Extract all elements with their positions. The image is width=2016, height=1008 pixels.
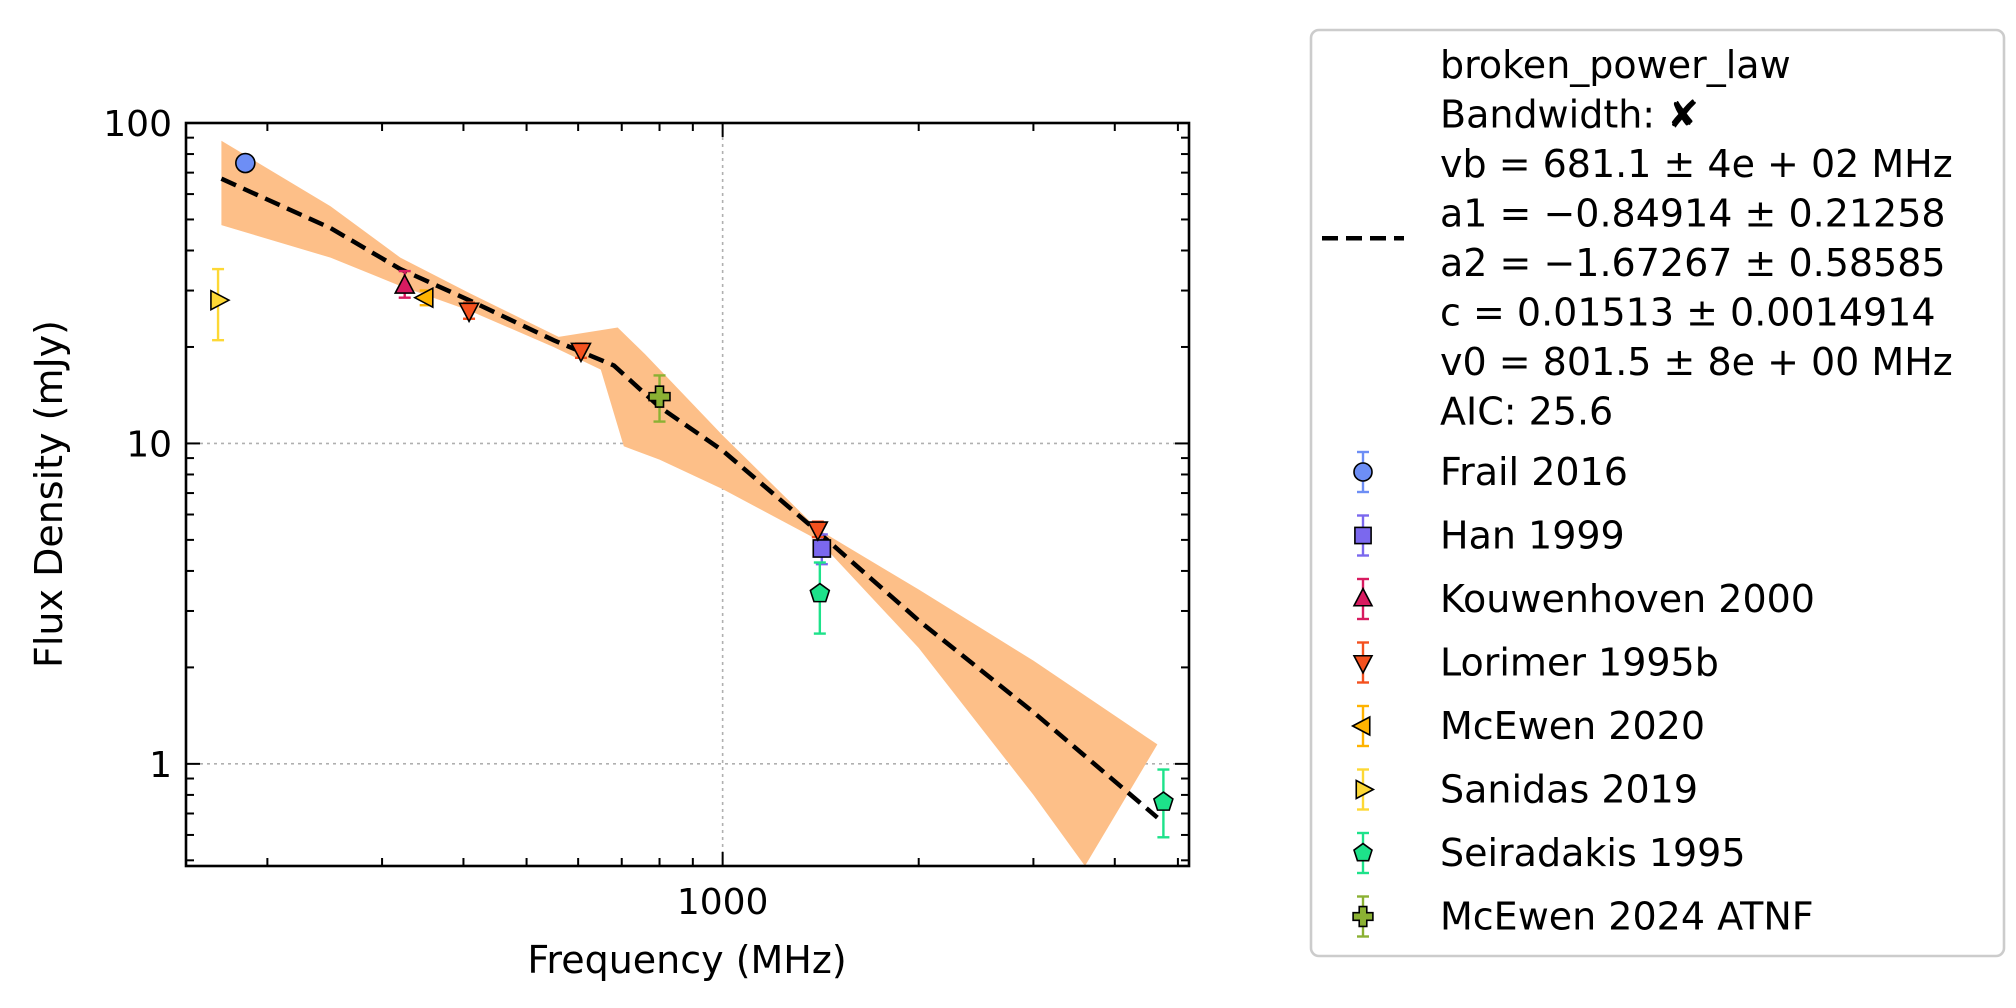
- legend-label: Lorimer 1995b: [1440, 641, 1719, 685]
- legend-label: Han 1999: [1440, 514, 1625, 558]
- data-point: [458, 302, 480, 324]
- y-tick-label: 100: [103, 104, 172, 145]
- legend-label: McEwen 2020: [1440, 704, 1705, 748]
- legend-marker: [1353, 842, 1373, 862]
- legend-fit-entry: broken_power_law Bandwidth: ✘ vb = 681.1 ±…: [1322, 43, 1953, 434]
- legend-label: Seiradakis 1995: [1440, 831, 1746, 875]
- legend-label: Kouwenhoven 2000: [1440, 577, 1815, 621]
- legend-entry: Sanidas 2019: [1355, 768, 1698, 812]
- fit-uncertainty-band: [221, 140, 1158, 866]
- data-point: [809, 582, 831, 603]
- legend-marker: [1352, 905, 1374, 928]
- data-point: [413, 286, 434, 309]
- data-point: [235, 152, 256, 174]
- legend-marker: [1353, 462, 1373, 482]
- plot-frame: [184, 121, 1191, 868]
- data-point: [812, 539, 832, 558]
- data-point: [1152, 791, 1174, 811]
- x-tick-label: 1000: [677, 882, 769, 923]
- fit-band-layer: [221, 140, 1158, 866]
- legend-marker: [1354, 526, 1372, 545]
- legend-entry: Kouwenhoven 2000: [1352, 577, 1815, 621]
- fit-line: [220, 176, 1159, 820]
- legend-box: [1309, 28, 2006, 958]
- legend-series-entries: Frail 2016 Han 1999 Kouwenhoven 2000 Lorime…: [1350, 450, 1815, 939]
- legend-label: Frail 2016: [1440, 450, 1628, 494]
- series-sanidas-2019: [210, 267, 231, 342]
- legend-label: Sanidas 2019: [1440, 768, 1698, 812]
- legend-fit-line: a1 = −0.84914 ± 0.21258: [1440, 192, 1946, 236]
- series-frail-2016: [235, 152, 256, 174]
- legend-entry: McEwen 2020: [1350, 704, 1705, 748]
- data-point: [393, 273, 416, 294]
- y-tick-label: 10: [126, 424, 172, 465]
- legend-entry: Frail 2016: [1353, 450, 1628, 494]
- x-axis-label: Frequency (MHz): [527, 938, 846, 982]
- y-axis-label: Flux Density (mJy): [27, 320, 71, 668]
- series-kouwenhoven-2000: [393, 269, 416, 299]
- legend-fit-line: a2 = −1.67267 ± 0.58585: [1440, 241, 1946, 285]
- axes-layer: [184, 121, 1191, 868]
- series-lorimer-1995b: [458, 301, 829, 542]
- legend-marker: [1355, 779, 1376, 800]
- legend-label: McEwen 2024 ATNF: [1440, 895, 1814, 939]
- legend-fit-line: broken_power_law: [1440, 43, 1791, 87]
- y-tick-label: 1: [149, 745, 172, 786]
- legend-entry: Seiradakis 1995: [1353, 831, 1746, 875]
- legend-marker: [1352, 654, 1374, 675]
- data-point: [648, 385, 671, 408]
- ticks-layer: 1000 1 10 100: [103, 104, 1189, 923]
- series-mcewen-2020: [413, 286, 434, 309]
- legend-entry: Han 1999: [1354, 514, 1625, 558]
- legend-fit-line: vb = 681.1 ± 4e + 02 MHz: [1440, 142, 1953, 186]
- legend-fit-line: AIC: 25.6: [1440, 390, 1613, 434]
- legend-marker: [1352, 586, 1374, 607]
- legend-entry: McEwen 2024 ATNF: [1352, 895, 1814, 939]
- data-point: [570, 342, 592, 364]
- legend-marker: [1350, 715, 1371, 737]
- legend-fit-line: v0 = 801.5 ± 8e + 00 MHz: [1440, 340, 1953, 384]
- legend-fit-line: c = 0.01513 ± 0.0014914: [1440, 291, 1936, 335]
- legend-fit-line: Bandwidth: ✘: [1440, 93, 1699, 137]
- series-mcewen-2024-atnf: [648, 374, 671, 423]
- legend-entry: Lorimer 1995b: [1352, 641, 1719, 685]
- data-point: [210, 289, 231, 311]
- series-seiradakis-1995: [809, 561, 1174, 839]
- data-point: [806, 521, 829, 542]
- data-points-layer: [210, 152, 1174, 839]
- fit-line-layer: [220, 176, 1159, 820]
- legend: broken_power_law Bandwidth: ✘ vb = 681.1 ±…: [1309, 28, 2006, 958]
